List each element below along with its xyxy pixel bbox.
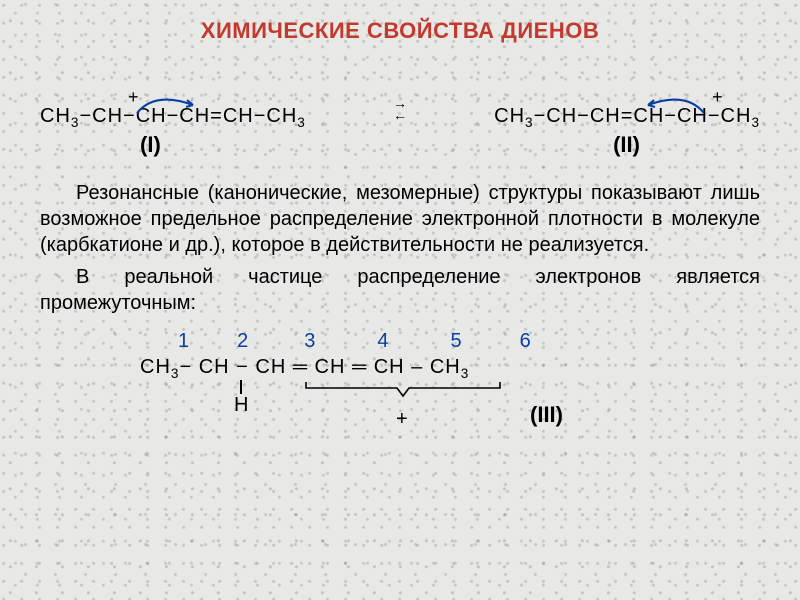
- carbon-number: 6: [520, 330, 531, 353]
- carbon-number-row: 1 2 3 4 5 6: [178, 330, 531, 353]
- slide-content: ХИМИЧЕСКИЕ СВОЙСТВА ДИЕНОВ + CH3−CH−CH−C…: [0, 0, 800, 450]
- label-structure-1: (I): [140, 132, 161, 158]
- plus-charge-icon: +: [128, 87, 139, 108]
- resonance-structure-1: + CH3−CH−CH−CH=CH−CH3: [40, 105, 306, 128]
- paragraph-1: Резонансные (канонические, мезомерные) с…: [40, 180, 760, 258]
- slide-title: ХИМИЧЕСКИЕ СВОЙСТВА ДИЕНОВ: [40, 18, 760, 44]
- resonance-formula-row: + CH3−CH−CH−CH=CH−CH3 → ← + CH3−CH−CH=CH…: [40, 78, 760, 128]
- carbon-number: 5: [451, 330, 462, 353]
- carbon-number: 3: [304, 330, 315, 353]
- resonance-arrow-icon: → ←: [393, 98, 407, 122]
- formula-2-text: CH3−CH−CH=CH−CH−CH3: [494, 105, 760, 127]
- paragraph-2: В реальной частице распределение электро…: [40, 264, 760, 316]
- structure-labels-row: (I) (II): [40, 132, 760, 158]
- carbon-number: 1: [178, 330, 189, 353]
- resonance-structure-2: + CH3−CH−CH=CH−CH−CH3: [494, 105, 760, 128]
- label-structure-2: (II): [613, 132, 640, 158]
- plus-charge-icon: +: [712, 87, 723, 108]
- intermediate-structure: 123456 CH3− CH − CH ═ CH ═ CH – CH3 H + …: [140, 330, 660, 450]
- formula-3-text: CH3− CH − CH ═ CH ═ CH – CH3: [140, 356, 469, 379]
- carbon-number: 4: [377, 330, 388, 353]
- formula-1-text: CH3−CH−CH−CH=CH−CH3: [40, 105, 306, 127]
- label-structure-3: (III): [530, 402, 563, 428]
- arrow-left-icon: ←: [393, 110, 407, 122]
- plus-charge-delocalized: +: [396, 408, 408, 431]
- carbon-number: 2: [237, 330, 248, 353]
